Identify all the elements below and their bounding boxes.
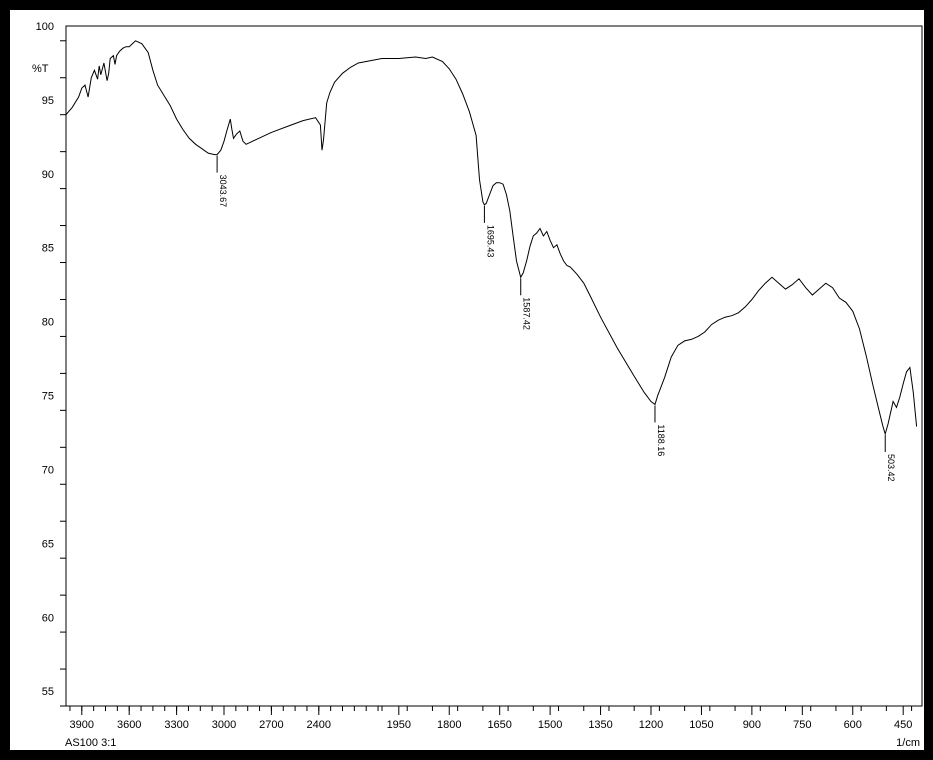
y-tick-label: 60 bbox=[42, 612, 54, 624]
y-tick-label: 95 bbox=[42, 95, 54, 107]
peak-label: 503.42 bbox=[886, 454, 896, 482]
x-tick-label: 600 bbox=[844, 719, 862, 731]
peak-label: 1695.43 bbox=[485, 225, 495, 258]
y-tick-label: 70 bbox=[42, 464, 54, 476]
x-tick-label: 1500 bbox=[538, 719, 562, 731]
x-tick-label: 1200 bbox=[639, 719, 663, 731]
peak-label: 3043.67 bbox=[218, 175, 228, 208]
y-axis-label: %T bbox=[32, 63, 49, 75]
y-axis-ticks: 100 95 90 85 80 75 70 65 60 55 bbox=[36, 21, 66, 707]
peak-label: 1188.16 bbox=[656, 424, 666, 456]
x-tick-label: 2400 bbox=[307, 719, 331, 731]
y-tick-label: 90 bbox=[42, 169, 54, 181]
peak-label: 1587.42 bbox=[522, 297, 532, 330]
y-tick-label: 80 bbox=[42, 317, 54, 329]
plot-area-border bbox=[65, 25, 923, 707]
y-tick-label: 75 bbox=[42, 391, 54, 403]
y-tick-label: 100 bbox=[36, 21, 54, 33]
x-axis-ticks: 3900 3600 3300 3000 2700 2400 1950 1800 1650 1500… bbox=[69, 706, 912, 731]
spectrum-series-line bbox=[65, 40, 918, 436]
x-tick-label: 750 bbox=[793, 719, 811, 731]
x-tick-label: 1650 bbox=[487, 719, 511, 731]
x-tick-label: 3600 bbox=[117, 719, 141, 731]
peak-annotations: 3043.67 1695.43 1587.42 1188.16 503.42 bbox=[216, 155, 896, 482]
x-tick-label: 1950 bbox=[387, 719, 411, 731]
x-tick-label: 3900 bbox=[70, 719, 94, 731]
x-axis-label: 1/cm bbox=[896, 737, 920, 749]
x-tick-label: 2700 bbox=[259, 719, 283, 731]
y-tick-label: 65 bbox=[42, 538, 54, 550]
y-tick-label: 55 bbox=[42, 686, 54, 698]
x-tick-label: 3300 bbox=[164, 719, 188, 731]
x-tick-label: 1050 bbox=[689, 719, 713, 731]
x-tick-label: 3000 bbox=[212, 719, 236, 731]
x-tick-label: 1800 bbox=[437, 719, 461, 731]
spectrum-chart-frame: 100 95 90 85 80 75 70 65 60 55 3900 3600 3300 3000 27… bbox=[10, 10, 924, 750]
x-tick-label: 450 bbox=[894, 719, 912, 731]
sample-label: AS100 3:1 bbox=[65, 737, 116, 749]
ir-spectrum-chart: 100 95 90 85 80 75 70 65 60 55 3900 3600 3300 3000 27… bbox=[32, 21, 923, 749]
y-tick-label: 85 bbox=[42, 243, 54, 255]
x-tick-label: 900 bbox=[743, 719, 761, 731]
x-tick-label: 1350 bbox=[588, 719, 612, 731]
